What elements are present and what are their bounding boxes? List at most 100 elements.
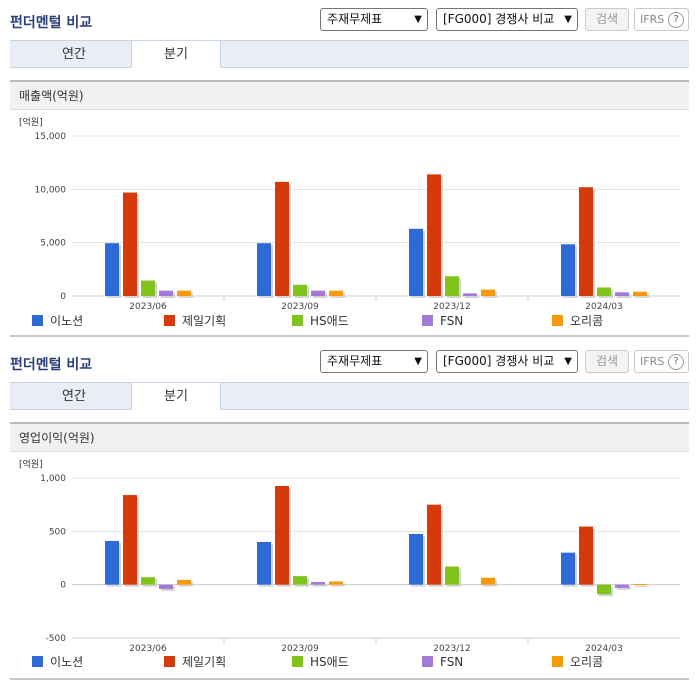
x-tick-label: 2023/12 — [433, 302, 470, 312]
x-tick-label: 2023/09 — [281, 644, 319, 654]
period-tabs: 연간 분기 — [10, 40, 689, 68]
bar-FSN-2023/09[interactable] — [311, 290, 325, 296]
peer-group-select[interactable]: [FG000] 경쟁사 비교 ▼ — [436, 8, 578, 31]
bar-제일기획-2023/09[interactable] — [275, 486, 289, 585]
bar-이노션-2023/09[interactable] — [257, 542, 271, 585]
legend-item[interactable]: 제일기획 — [164, 314, 226, 328]
revenue-chart: [억원] 0 5,000 10,000 15,000 2023/06 2023/09 2023… — [19, 116, 680, 312]
bar-HS애드-2023/09[interactable] — [293, 576, 307, 585]
legend-item[interactable]: FSN — [422, 655, 463, 669]
bar-이노션-2023/12[interactable] — [409, 534, 423, 585]
tab-annual[interactable]: 연간 — [62, 389, 86, 404]
legend-item[interactable]: FSN — [422, 314, 463, 328]
divider — [10, 678, 689, 680]
bar-HS애드-2023/06[interactable] — [141, 577, 155, 585]
y-tick-label: 15,000 — [35, 132, 67, 142]
bar-제일기획-2023/12[interactable] — [427, 504, 441, 585]
tab-annual[interactable]: 연간 — [62, 47, 86, 62]
legend-item[interactable]: 이노션 — [32, 314, 83, 328]
bar-오리콤-2023/06[interactable] — [177, 290, 191, 296]
legend-label: 이노션 — [50, 655, 84, 669]
y-tick-label: 10,000 — [35, 185, 67, 195]
chart-legend: 이노션 제일기획 HS애드 FSN 오리콤 — [0, 655, 696, 671]
bar-FSN-2023/12[interactable] — [463, 293, 477, 296]
legend-item[interactable]: 오리콤 — [552, 655, 603, 669]
bar-제일기획-2023/06[interactable] — [123, 192, 137, 296]
y-unit-label: [억원] — [19, 458, 43, 470]
legend-label: 오리콤 — [570, 314, 604, 328]
bar-이노션-2024/03[interactable] — [561, 552, 575, 585]
x-tick-label: 2024/03 — [585, 302, 622, 312]
bar-제일기획-2023/06[interactable] — [123, 495, 137, 585]
bar-shadow — [617, 294, 631, 298]
x-tick-label: 2023/09 — [281, 302, 319, 312]
bar-HS애드-2024/03[interactable] — [597, 584, 611, 595]
legend-swatch — [292, 315, 303, 326]
chevron-down-icon: ▼ — [564, 356, 572, 367]
legend-label: 제일기획 — [182, 314, 227, 328]
bar-HS애드-2023/12[interactable] — [445, 276, 459, 296]
bar-FSN-2024/03[interactable] — [615, 292, 629, 296]
bar-HS애드-2023/12[interactable] — [445, 566, 459, 585]
ifrs-label: IFRS — [640, 13, 665, 26]
legend-item[interactable]: 오리콤 — [552, 314, 603, 328]
bar-이노션-2024/03[interactable] — [561, 244, 575, 296]
bar-오리콤-2023/09[interactable] — [329, 290, 343, 296]
bar-제일기획-2024/03[interactable] — [579, 187, 593, 296]
y-tick-label: 1,000 — [40, 474, 66, 484]
statement-type-select[interactable]: 주재무제표 ▼ — [320, 350, 428, 373]
bar-오리콤-2023/12[interactable] — [481, 289, 495, 296]
legend-swatch — [32, 656, 43, 667]
bar-FSN-2023/06[interactable] — [159, 584, 173, 589]
y-tick-label: 500 — [49, 527, 66, 537]
bar-FSN-2023/06[interactable] — [159, 290, 173, 296]
fundamental-panel-revenue: 펀더멘털 비교 주재무제표 ▼ [FG000] 경쟁사 비교 ▼ 검색 IFRS… — [0, 0, 696, 340]
y-tick-label: -500 — [46, 634, 67, 644]
legend-swatch — [32, 315, 43, 326]
legend-item[interactable]: HS애드 — [292, 655, 349, 669]
bar-오리콤-2023/09[interactable] — [329, 581, 343, 585]
search-button[interactable]: 검색 — [585, 350, 629, 373]
y-tick-label: 0 — [60, 581, 66, 591]
bar-오리콤-2024/03[interactable] — [633, 291, 647, 296]
bar-이노션-2023/06[interactable] — [105, 540, 119, 585]
legend-label: HS애드 — [310, 655, 349, 669]
statement-type-value: 주재무제표 — [327, 354, 383, 368]
legend-item[interactable]: 제일기획 — [164, 655, 226, 669]
bar-FSN-2024/03[interactable] — [615, 584, 629, 588]
tab-quarterly[interactable]: 분기 — [131, 40, 221, 68]
legend-label: FSN — [440, 655, 464, 669]
section-title: 영업이익(억원) — [10, 422, 689, 452]
bar-이노션-2023/12[interactable] — [409, 228, 423, 296]
bar-HS애드-2023/09[interactable] — [293, 284, 307, 296]
ifrs-help-button[interactable]: IFRS ? — [634, 350, 689, 373]
bar-오리콤-2023/12[interactable] — [481, 577, 495, 585]
legend-swatch — [164, 656, 175, 667]
legend-item[interactable]: 이노션 — [32, 655, 83, 669]
tab-quarterly[interactable]: 분기 — [131, 382, 221, 410]
y-unit-label: [억원] — [19, 116, 43, 128]
bar-오리콤-2024/03[interactable] — [633, 584, 647, 586]
peer-group-value: [FG000] 경쟁사 비교 — [443, 12, 555, 26]
x-tick-label: 2024/03 — [585, 644, 622, 654]
bar-shadow — [617, 586, 631, 590]
bar-제일기획-2023/12[interactable] — [427, 174, 441, 296]
x-tick-label: 2023/06 — [129, 302, 167, 312]
statement-type-select[interactable]: 주재무제표 ▼ — [320, 8, 428, 31]
bar-HS애드-2024/03[interactable] — [597, 287, 611, 296]
bar-shadow — [313, 584, 327, 587]
legend-label: 제일기획 — [182, 655, 227, 669]
legend-item[interactable]: HS애드 — [292, 314, 349, 328]
bar-이노션-2023/09[interactable] — [257, 243, 271, 296]
bar-제일기획-2024/03[interactable] — [579, 526, 593, 585]
bar-오리콤-2023/06[interactable] — [177, 579, 191, 585]
search-button[interactable]: 검색 — [585, 8, 629, 31]
peer-group-select[interactable]: [FG000] 경쟁사 비교 ▼ — [436, 350, 578, 373]
bar-HS애드-2023/06[interactable] — [141, 280, 155, 296]
bar-제일기획-2023/09[interactable] — [275, 181, 289, 296]
statement-type-value: 주재무제표 — [327, 12, 383, 26]
bar-FSN-2023/09[interactable] — [311, 582, 325, 585]
bar-이노션-2023/06[interactable] — [105, 243, 119, 296]
ifrs-help-button[interactable]: IFRS ? — [634, 8, 689, 31]
section-title: 매출액(억원) — [10, 80, 689, 110]
